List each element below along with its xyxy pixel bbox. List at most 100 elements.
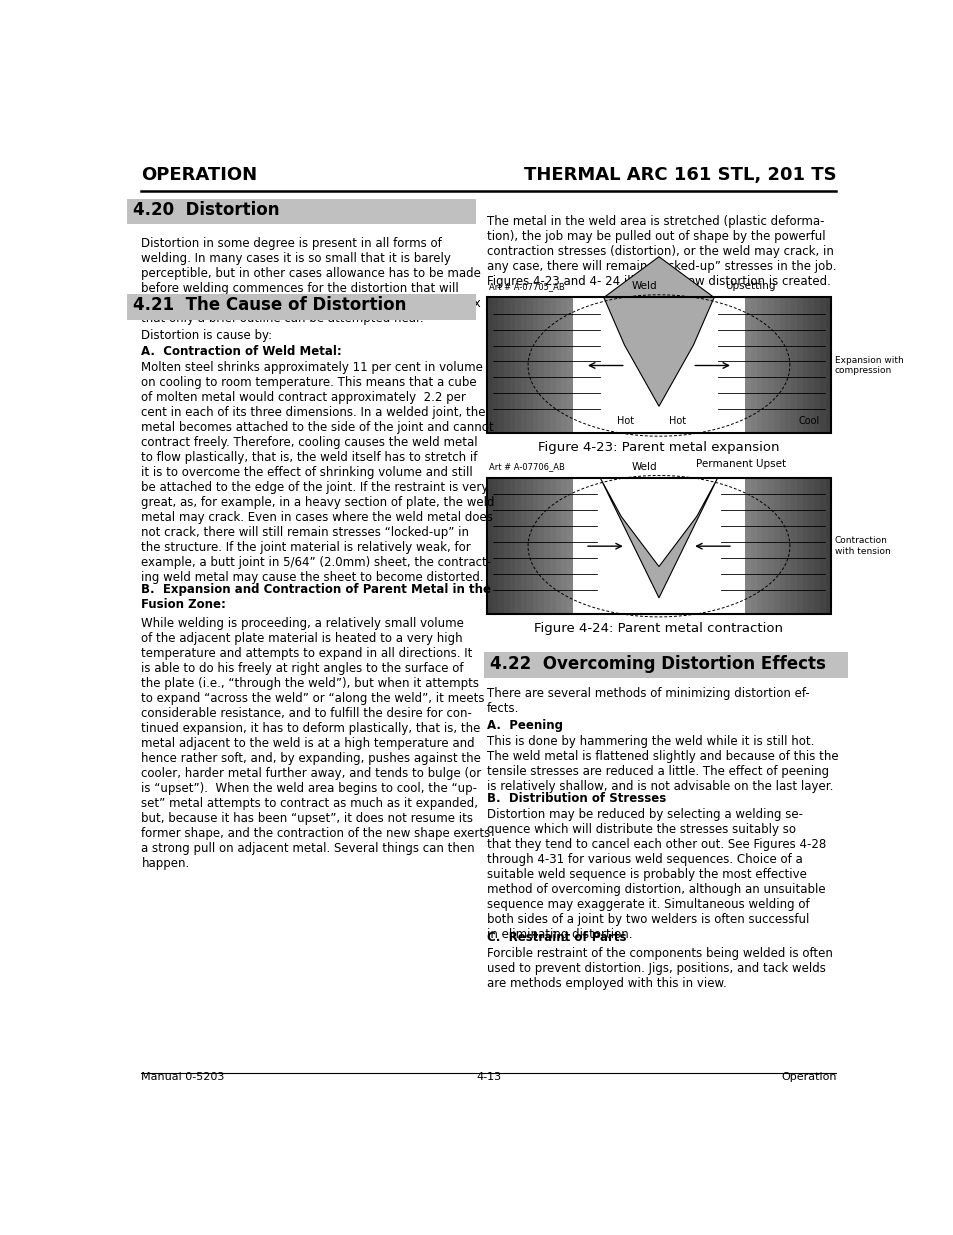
Bar	[801, 478, 807, 614]
Text: Distortion may be reduced by selecting a welding se-
quence which will distribut: Distortion may be reduced by selecting a…	[486, 808, 825, 941]
Bar	[486, 298, 492, 433]
Text: Weld: Weld	[631, 462, 657, 472]
Bar	[584, 298, 590, 433]
Bar	[813, 298, 819, 433]
Text: Permanent Upset: Permanent Upset	[696, 458, 785, 468]
Bar	[739, 298, 744, 433]
Text: Hot: Hot	[668, 416, 685, 426]
Bar	[659, 298, 664, 433]
Text: 4-13: 4-13	[476, 1072, 501, 1082]
Bar	[607, 298, 613, 433]
Bar	[761, 298, 767, 433]
Bar	[779, 298, 784, 433]
Bar	[779, 478, 784, 614]
Bar	[647, 478, 653, 614]
Bar	[624, 478, 630, 614]
Bar	[750, 478, 756, 614]
Bar	[636, 298, 641, 433]
Bar	[670, 298, 676, 433]
Bar	[653, 298, 659, 433]
Text: A.  Peening: A. Peening	[486, 719, 562, 732]
Bar	[710, 478, 716, 614]
Text: Cool: Cool	[798, 416, 820, 426]
Bar	[515, 298, 520, 433]
Text: Art # A-07705_AB: Art # A-07705_AB	[488, 282, 564, 291]
Bar	[578, 478, 584, 614]
Bar	[744, 478, 750, 614]
Bar	[572, 478, 744, 614]
Bar	[486, 478, 492, 614]
Bar	[590, 478, 596, 614]
Bar	[492, 298, 497, 433]
Text: Molten steel shrinks approximately 11 per cent in volume
on cooling to room temp: Molten steel shrinks approximately 11 pe…	[141, 361, 495, 584]
Bar	[807, 478, 813, 614]
Bar	[636, 478, 641, 614]
Text: OPERATION: OPERATION	[141, 167, 257, 184]
Bar	[801, 298, 807, 433]
Bar	[716, 478, 721, 614]
Bar	[721, 298, 727, 433]
Bar	[767, 298, 773, 433]
Text: There are several methods of minimizing distortion ef-
fects.: There are several methods of minimizing …	[486, 688, 808, 715]
Text: Manual 0-5203: Manual 0-5203	[141, 1072, 225, 1082]
Bar	[549, 298, 555, 433]
Bar	[699, 298, 704, 433]
Bar	[676, 298, 681, 433]
Bar	[566, 298, 572, 433]
Polygon shape	[599, 478, 717, 598]
Bar	[807, 298, 813, 433]
Bar	[590, 298, 596, 433]
Text: Expansion with
compression: Expansion with compression	[834, 356, 902, 375]
Text: 4.22  Overcoming Distortion Effects: 4.22 Overcoming Distortion Effects	[489, 655, 824, 673]
Bar	[813, 478, 819, 614]
Bar	[767, 478, 773, 614]
Bar	[773, 298, 779, 433]
Text: C.  Restraint of Parts: C. Restraint of Parts	[486, 931, 625, 944]
Bar	[618, 478, 624, 614]
Bar	[555, 478, 560, 614]
Bar	[693, 478, 699, 614]
Bar	[532, 478, 537, 614]
Bar	[727, 478, 733, 614]
Bar	[127, 294, 476, 320]
Bar	[687, 478, 693, 614]
Text: Distortion in some degree is present in all forms of
welding. In many cases it i: Distortion in some degree is present in …	[141, 237, 481, 325]
Text: Contraction
with tension: Contraction with tension	[834, 536, 890, 556]
Bar	[618, 298, 624, 433]
Text: Art # A-07706_AB: Art # A-07706_AB	[488, 463, 564, 472]
Bar	[492, 478, 497, 614]
Text: B.  Distribution of Stresses: B. Distribution of Stresses	[486, 792, 665, 805]
Bar	[710, 298, 716, 433]
Bar	[483, 652, 847, 678]
Bar	[659, 478, 664, 614]
Bar	[681, 298, 687, 433]
Bar	[537, 478, 543, 614]
Bar	[515, 478, 520, 614]
Bar	[596, 298, 601, 433]
Bar	[560, 478, 566, 614]
Bar	[486, 298, 830, 433]
Bar	[721, 478, 727, 614]
Text: Operation: Operation	[781, 1072, 836, 1082]
Bar	[578, 298, 584, 433]
Text: Weld: Weld	[631, 280, 657, 291]
Bar	[520, 298, 526, 433]
Text: B.  Expansion and Contraction of Parent Metal in the
Fusion Zone:: B. Expansion and Contraction of Parent M…	[141, 583, 491, 611]
Bar	[750, 298, 756, 433]
Bar	[670, 478, 676, 614]
Bar	[761, 478, 767, 614]
Bar	[526, 478, 532, 614]
Text: Figure 4-24: Parent metal contraction: Figure 4-24: Parent metal contraction	[534, 621, 782, 635]
Bar	[733, 478, 739, 614]
Bar	[497, 298, 503, 433]
Polygon shape	[603, 257, 714, 406]
Bar	[572, 298, 578, 433]
Bar	[613, 298, 618, 433]
Bar	[584, 478, 590, 614]
Bar	[693, 298, 699, 433]
Bar	[596, 478, 601, 614]
Bar	[676, 478, 681, 614]
Bar	[773, 478, 779, 614]
Bar	[796, 298, 801, 433]
Bar	[647, 298, 653, 433]
